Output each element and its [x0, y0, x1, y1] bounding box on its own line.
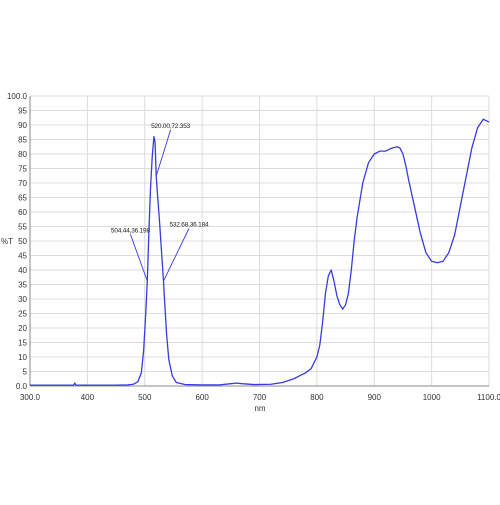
- axes-layer: [29, 96, 489, 387]
- y-tick-label: 25: [18, 310, 27, 319]
- annotation-label: 520.00,72.353: [151, 123, 191, 130]
- annotations-layer: 520.00,72.353 504.44,36.198 532.68,36.184: [111, 123, 209, 282]
- y-axis-label: %T: [1, 237, 13, 246]
- annotation-leader-line: [163, 228, 190, 282]
- annotation-leader-line: [155, 129, 171, 177]
- y-tick-label: 75: [18, 165, 27, 174]
- x-tick-label: 1000: [423, 393, 441, 402]
- x-tick-label: 700: [253, 393, 267, 402]
- x-tick-label: 600: [195, 393, 209, 402]
- y-tick-label: 60: [18, 208, 27, 217]
- grid-layer: [30, 95, 490, 386]
- x-axis-label: nm: [254, 404, 265, 413]
- y-tick-label: 65: [18, 194, 27, 203]
- annotation-leader-line: [129, 234, 148, 282]
- y-tick-label: 10: [18, 353, 27, 362]
- y-tick-label: 80: [18, 150, 27, 159]
- x-tick-label: 500: [138, 393, 152, 402]
- x-tick-label: 900: [368, 393, 382, 402]
- x-tick-label: 300.0: [20, 393, 41, 402]
- y-tick-label: 95: [18, 107, 27, 116]
- y-tick-label: 15: [18, 339, 27, 348]
- y-tick-label: 35: [18, 281, 27, 290]
- y-tick-label: 70: [18, 179, 27, 188]
- y-tick-label: 100.0: [7, 92, 28, 101]
- y-tick-label: 90: [18, 121, 27, 130]
- transmission-series-line: [30, 118, 490, 386]
- x-tick-label: 400: [81, 393, 95, 402]
- tick-labels-layer: 0.0 5 10 15 20 25 30 35 40 45 50 55 60 65 70 75 80 85 90 95…: [7, 92, 500, 402]
- y-tick-label: 50: [18, 237, 27, 246]
- series-layer: [30, 118, 490, 386]
- y-tick-label: 85: [18, 136, 27, 145]
- y-tick-label: 30: [18, 295, 27, 304]
- y-tick-label: 5: [23, 368, 28, 377]
- annotation-label: 504.44,36.198: [111, 227, 151, 234]
- x-tick-label: 1100.0: [477, 393, 500, 402]
- y-tick-label: 0.0: [16, 382, 28, 391]
- y-tick-label: 40: [18, 266, 27, 275]
- annotation-label: 532.68,36.184: [169, 222, 209, 229]
- x-tick-label: 800: [310, 393, 324, 402]
- y-tick-label: 45: [18, 252, 27, 261]
- y-tick-label: 55: [18, 223, 27, 232]
- y-tick-label: 20: [18, 324, 27, 333]
